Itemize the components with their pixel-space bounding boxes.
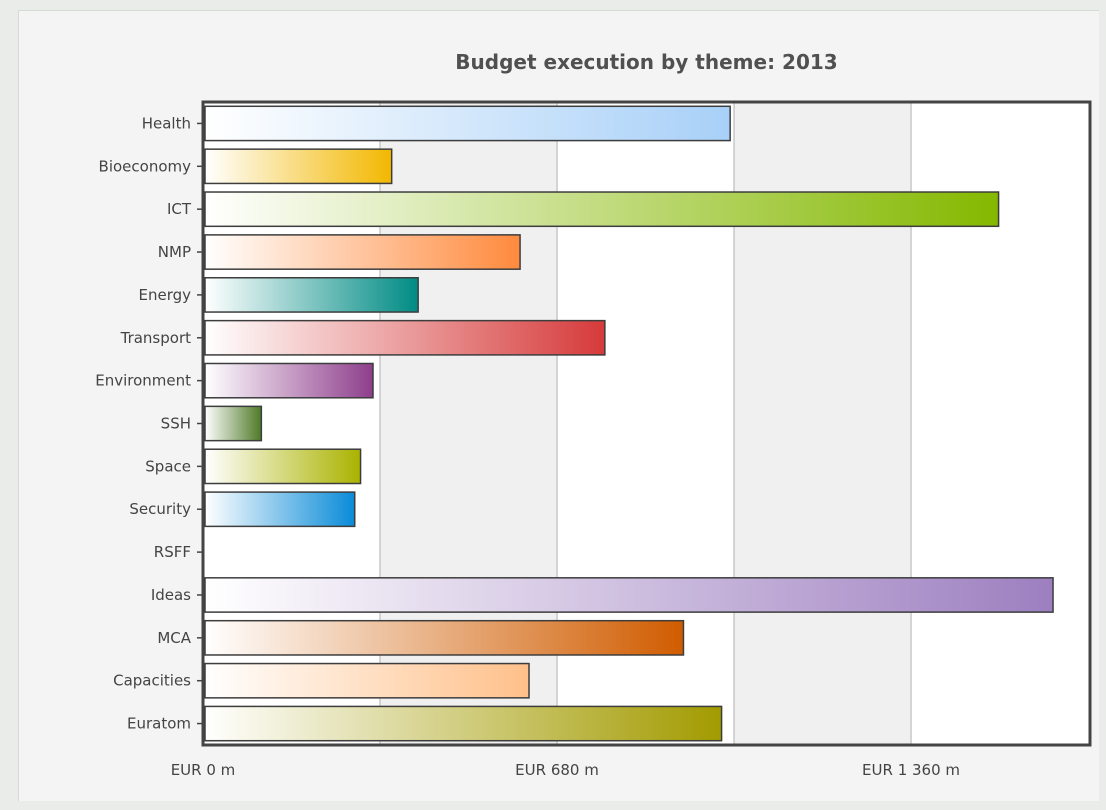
bar-space[interactable]	[204, 448, 362, 485]
category-label: Environment	[95, 372, 191, 390]
category-label: SSH	[161, 415, 191, 433]
bar-ideas[interactable]	[204, 577, 1054, 613]
category-label: Security	[129, 500, 191, 518]
bar-euratom[interactable]	[204, 705, 723, 742]
category-label: Capacities	[113, 672, 191, 690]
category-label: ICT	[167, 200, 192, 218]
category-label: Health	[142, 114, 191, 132]
chart-panel: Health Bioeconomy ICT NMP Energy Transport Env…	[18, 10, 1099, 801]
bar-nmp[interactable]	[204, 234, 521, 270]
category-label: Bioeconomy	[99, 157, 192, 175]
chart-title: Budget execution by theme: 2013	[455, 50, 837, 74]
category-label: MCA	[157, 629, 191, 647]
bar-security[interactable]	[204, 491, 356, 528]
bar-transport[interactable]	[204, 319, 606, 356]
bar-chart: Health Bioeconomy ICT NMP Energy Transport Env…	[95, 50, 1092, 779]
bar-environment[interactable]	[204, 362, 374, 399]
x-tick-label: EUR 680 m	[515, 761, 599, 779]
bar-ict[interactable]	[204, 191, 1000, 228]
bar-capacities[interactable]	[204, 662, 530, 699]
bar-health[interactable]	[204, 105, 731, 142]
category-label: Energy	[138, 286, 191, 304]
category-label: RSFF	[154, 543, 191, 561]
bar-energy[interactable]	[204, 277, 419, 313]
category-label: Transport	[120, 329, 192, 347]
bar-bioeconomy[interactable]	[204, 148, 393, 185]
x-tick-label: EUR 1 360 m	[862, 761, 960, 779]
x-tick-label: EUR 0 m	[171, 761, 236, 779]
category-label: Euratom	[127, 715, 191, 733]
bar-ssh[interactable]	[204, 405, 263, 442]
category-label: Ideas	[151, 586, 191, 604]
bar-mca[interactable]	[204, 619, 685, 656]
plot-area-border	[201, 100, 1092, 747]
category-label: Space	[145, 457, 191, 475]
category-label: NMP	[158, 243, 191, 261]
